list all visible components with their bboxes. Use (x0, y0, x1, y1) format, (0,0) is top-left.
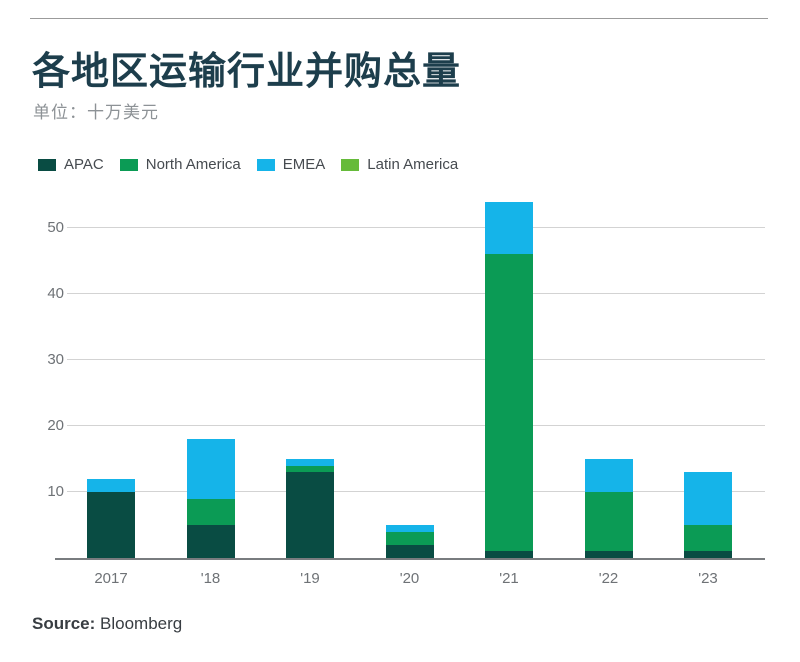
x-axis-label: '20 (399, 570, 420, 587)
stacked-bar-21 (485, 201, 533, 558)
source-value: Bloomberg (95, 614, 183, 633)
bar-segment-emea (385, 525, 434, 532)
legend-swatch-icon (256, 158, 275, 171)
legend-item: APAC (38, 156, 104, 173)
legend-item: North America (119, 156, 241, 173)
stacked-bar-18 (186, 439, 235, 558)
bar-segment-emea (87, 478, 135, 492)
x-axis-label: '23 (698, 570, 718, 587)
bar-segment-north-america (485, 254, 533, 552)
source-label: Source: (32, 614, 96, 633)
bar-segment-emea (186, 439, 235, 499)
bar-segment-emea (684, 472, 732, 526)
legend-item: EMEA (256, 156, 326, 173)
legend-item: Latin America (341, 156, 458, 173)
legend-swatch-icon (119, 158, 138, 171)
bar-segment-north-america (286, 465, 334, 473)
bar-segment-apac (385, 544, 434, 558)
y-axis-tick-label: 40 (47, 285, 64, 302)
top-divider (30, 18, 768, 19)
y-axis-tick-label: 20 (47, 417, 64, 434)
page-title: 各地区运输行业并购总量 (32, 51, 462, 93)
bar-segment-north-america (385, 531, 434, 545)
bar-segment-emea (286, 459, 334, 466)
bar-segment-north-america (684, 525, 732, 552)
y-axis-tick-label: 10 (47, 483, 64, 500)
grid-line (67, 227, 765, 228)
x-axis-label: '18 (200, 570, 221, 587)
legend-label: EMEA (282, 156, 326, 173)
bar-segment-emea (584, 459, 633, 493)
legend-label: APAC (64, 156, 104, 173)
source-attribution: Source: Bloomberg (32, 614, 182, 634)
grid-line (67, 293, 765, 294)
unit-subtitle: 单位：十万美元 (33, 103, 159, 122)
bar-segment-apac (684, 551, 732, 558)
bar-segment-north-america (186, 498, 235, 525)
stacked-bar-20 (385, 525, 434, 558)
x-axis-label: '19 (300, 570, 320, 587)
legend-swatch-icon (38, 158, 56, 171)
x-axis-label: '21 (499, 570, 519, 587)
stacked-bar-22 (584, 459, 633, 558)
bar-segment-emea (485, 201, 533, 255)
x-axis-label: '22 (598, 570, 619, 587)
stacked-bar-19 (286, 459, 334, 558)
legend-label: Latin America (367, 156, 459, 173)
bar-segment-north-america (584, 492, 633, 552)
chart-plot-area: 10 20 30 40 50 2017 '18 '19 '20 '21 '22 '23 (47, 190, 765, 587)
bar-segment-apac (87, 492, 135, 558)
chart-legend: APAC North America EMEA Latin America (38, 156, 458, 173)
y-axis-tick-label: 30 (47, 351, 64, 368)
stacked-bar-23 (684, 472, 732, 558)
x-axis-label: 2017 (94, 570, 128, 587)
y-axis-tick-label: 50 (47, 219, 64, 236)
legend-label: North America (145, 156, 241, 173)
grid-line (67, 491, 765, 492)
bar-segment-apac (485, 551, 533, 558)
bar-segment-apac (186, 525, 235, 558)
grid-line (67, 425, 765, 426)
stacked-bar-2017 (87, 478, 135, 558)
bar-segment-apac (286, 472, 334, 558)
grid-line (67, 359, 765, 360)
legend-swatch-icon (341, 158, 360, 171)
bar-segment-apac (584, 551, 633, 558)
